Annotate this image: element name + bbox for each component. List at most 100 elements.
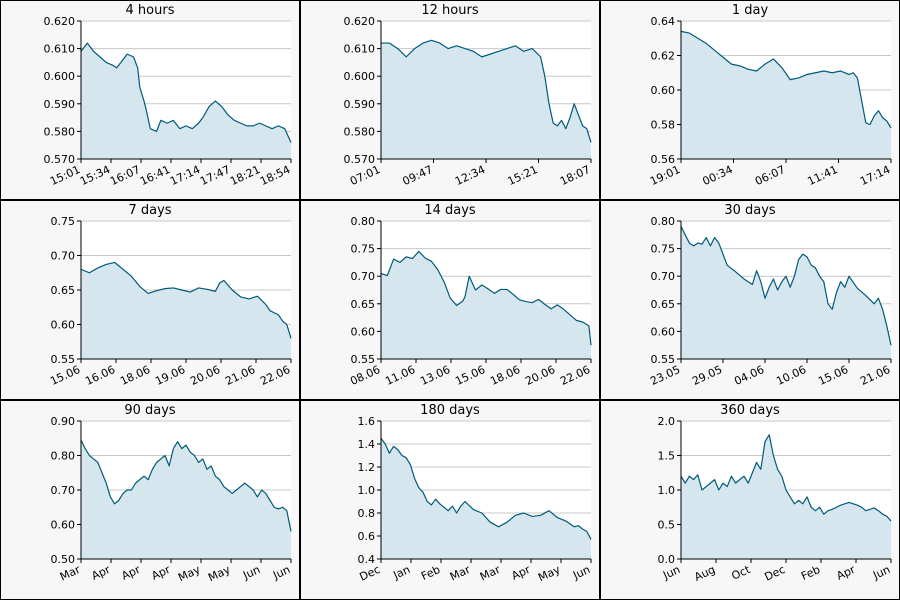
x-tick-label: 06:07 — [753, 163, 787, 188]
y-tick-label: 1.0 — [658, 484, 676, 497]
x-tick-label: Apr — [90, 563, 113, 583]
y-tick-label: 0.62 — [651, 50, 676, 63]
y-tick-label: 0.58 — [651, 119, 676, 132]
chart-180-days: 0.4 0.6 0.8 1.0 1.2 1.4 1.6 Dec Jan Feb Mar Mar Apr M… — [357, 415, 592, 585]
series-line — [381, 39, 592, 143]
series-line — [680, 434, 892, 522]
x-tick-label: 20.06 — [188, 363, 222, 388]
x-tick-label: 09:47 — [401, 163, 435, 188]
y-tick-label: 0.65 — [651, 298, 676, 311]
y-tick-label: 0.570 — [44, 153, 76, 166]
series-line — [380, 437, 592, 540]
series-line — [680, 30, 892, 129]
y-tick-label: 1.2 — [358, 461, 376, 474]
chart-title: 12 hours — [421, 3, 479, 18]
x-tick-label: 15:21 — [506, 163, 540, 188]
x-tick-label: Apr — [150, 563, 173, 583]
y-tick-label: 0.580 — [44, 125, 76, 138]
x-tick-label: 13.06 — [418, 363, 452, 388]
x-tick-label: Aug — [692, 563, 717, 584]
series-area — [81, 43, 291, 159]
chart-12-hours: 0.570 0.580 0.590 0.600 0.610 0.620 07:01 09:47… — [344, 15, 593, 188]
chart-7-days: 0.55 0.60 0.65 0.70 0.75 15.06 16.06 18.06 19.06… — [48, 215, 292, 388]
x-tick-label: Dec — [357, 563, 382, 584]
y-tick-label: 0.4 — [358, 553, 376, 566]
x-tick-label: Apr — [835, 563, 858, 583]
series-area — [81, 439, 291, 559]
chart-panel-7-days: 0.55 0.60 0.65 0.70 0.75 15.06 16.06 18.06 19.06… — [0, 200, 300, 400]
x-tick-label: 10.06 — [774, 363, 808, 388]
chart-panel-12-hours: 0.570 0.580 0.590 0.600 0.610 0.620 07:01 09:47… — [300, 0, 600, 200]
chart-title: 90 days — [124, 403, 176, 418]
y-tick-label: 0.6 — [358, 530, 376, 543]
x-tick-label: Jun — [570, 563, 592, 582]
y-tick-label: 0.570 — [344, 153, 376, 166]
y-tick-label: 0.56 — [651, 153, 676, 166]
x-tick-label: 15.06 — [816, 363, 850, 388]
chart-panel-14-days: 0.55 0.60 0.65 0.70 0.75 0.80 08.06 11.06 13.06 1… — [300, 200, 600, 400]
y-tick-label: 0.55 — [351, 353, 376, 366]
y-tick-label: 0.70 — [651, 270, 676, 283]
x-tick-label: Mar — [448, 563, 473, 584]
x-tick-label: 04.06 — [732, 363, 766, 388]
series-line — [680, 226, 892, 346]
y-tick-label: 0.60 — [51, 519, 76, 532]
x-tick-label: 18.06 — [488, 363, 522, 388]
x-tick-label: 22.06 — [258, 363, 292, 388]
y-tick-label: 0.8 — [358, 507, 376, 520]
x-tick-label: Apr — [510, 563, 533, 583]
y-tick-label: 0.64 — [651, 15, 676, 28]
x-tick-label: 11:41 — [806, 163, 840, 188]
y-tick-label: 0.80 — [351, 215, 376, 228]
y-tick-label: 0.80 — [51, 450, 76, 463]
chart-30-days: 0.55 0.60 0.65 0.70 0.75 0.80 23.05 29.05 04.06 1… — [648, 215, 892, 388]
series-area — [681, 31, 891, 160]
y-tick-label: 0.60 — [351, 325, 376, 338]
y-tick-label: 0.590 — [344, 98, 376, 111]
series-line — [380, 250, 592, 346]
chart-title: 360 days — [720, 403, 780, 418]
x-tick-label: 15.06 — [453, 363, 487, 388]
x-tick-label: 17:47 — [198, 163, 232, 188]
x-tick-label: May — [536, 563, 563, 585]
chart-title: 180 days — [420, 403, 480, 418]
x-tick-label: 08.06 — [348, 363, 382, 388]
series-line — [80, 439, 292, 532]
y-tick-label: 0.5 — [658, 519, 676, 532]
y-tick-label: 0.55 — [51, 353, 76, 366]
y-tick-label: 0.60 — [651, 84, 676, 97]
chart-panel-30-days: 0.55 0.60 0.65 0.70 0.75 0.80 23.05 29.05 04.06 1… — [600, 200, 900, 400]
y-tick-label: 0.0 — [658, 553, 676, 566]
y-tick-label: 0.590 — [44, 98, 76, 111]
x-tick-label: Feb — [419, 563, 442, 583]
y-tick-label: 0.580 — [344, 125, 376, 138]
series-line — [80, 42, 292, 143]
y-tick-label: 0.610 — [44, 43, 76, 56]
chart-panel-90-days: 0.50 0.60 0.70 0.80 0.90 Mar Apr Apr Apr May May Ju… — [0, 400, 300, 600]
y-tick-label: 0.75 — [351, 243, 376, 256]
series-area — [681, 434, 891, 559]
x-tick-label: 20.06 — [523, 363, 557, 388]
y-tick-label: 0.70 — [351, 270, 376, 283]
y-tick-label: 0.620 — [344, 15, 376, 28]
x-tick-label: 18.06 — [118, 363, 152, 388]
series-area — [381, 251, 591, 359]
series-line — [80, 261, 292, 339]
x-tick-label: Jun — [270, 563, 292, 582]
y-tick-label: 0.65 — [51, 284, 76, 297]
x-tick-label: 07:01 — [348, 163, 382, 188]
chart-panel-4-hours: 0.570 0.580 0.590 0.600 0.610 0.620 15:01 15:34… — [0, 0, 300, 200]
x-tick-label: Mar — [478, 563, 503, 584]
x-tick-label: 18:54 — [258, 163, 292, 188]
y-tick-label: 0.50 — [51, 553, 76, 566]
x-tick-label: 17:14 — [168, 163, 202, 188]
x-tick-label: 18:21 — [228, 163, 262, 188]
x-tick-label: 16:41 — [138, 163, 172, 188]
y-tick-label: 0.610 — [344, 43, 376, 56]
x-tick-label: 19:01 — [648, 163, 682, 188]
chart-title: 30 days — [724, 203, 776, 218]
x-tick-label: 23.05 — [648, 363, 682, 388]
y-tick-label: 0.620 — [44, 15, 76, 28]
series-area — [681, 226, 891, 359]
